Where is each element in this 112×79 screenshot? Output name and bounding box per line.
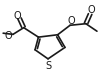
Text: O: O: [14, 11, 21, 21]
Text: S: S: [45, 61, 51, 71]
Text: O: O: [5, 31, 12, 41]
Text: O: O: [67, 17, 75, 26]
Text: O: O: [87, 5, 95, 15]
